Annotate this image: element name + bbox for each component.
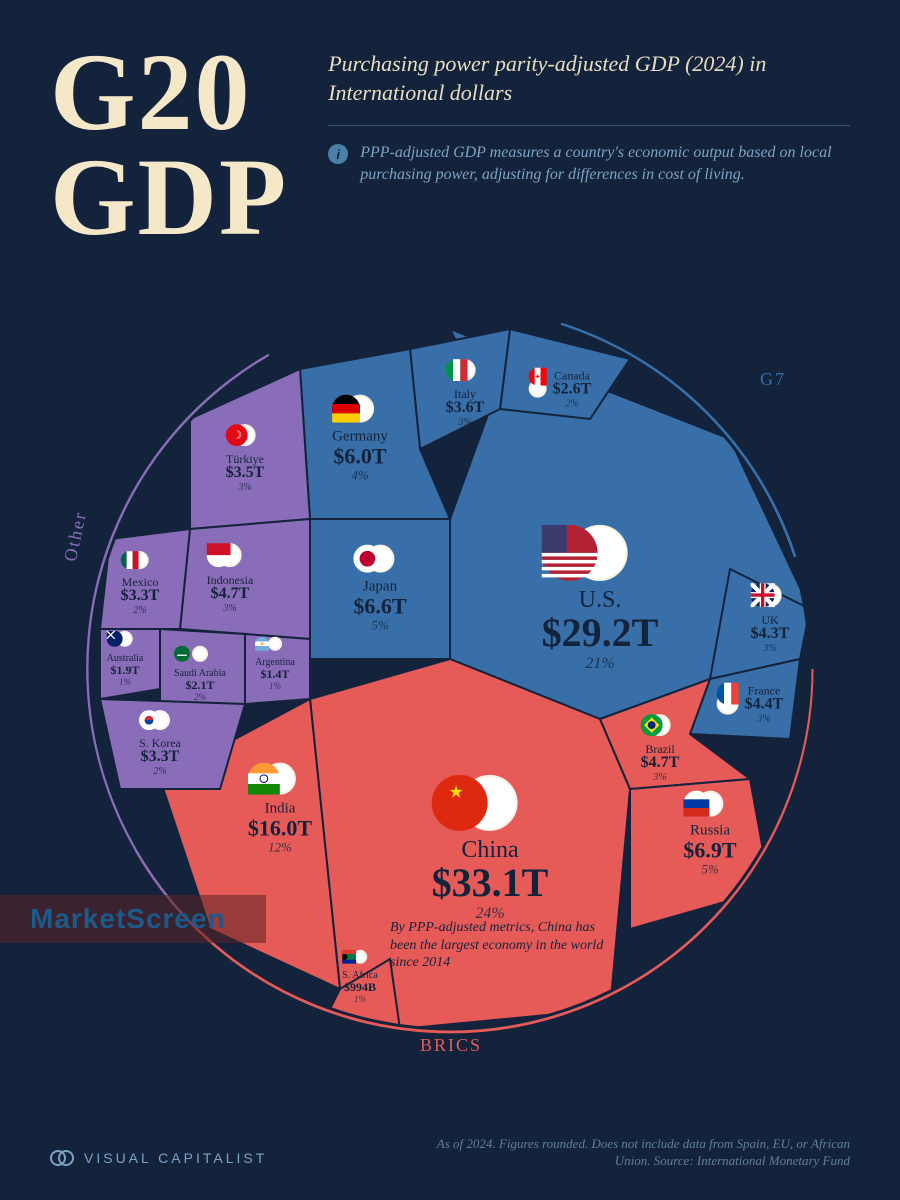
- footnote: As of 2024. Figures rounded. Does not in…: [400, 1136, 850, 1170]
- info-text: PPP-adjusted GDP measures a country's ec…: [360, 142, 850, 185]
- title-line-2: GDP: [50, 145, 288, 250]
- subtitle: Purchasing power parity-adjusted GDP (20…: [328, 50, 850, 126]
- cell-australia: [100, 629, 160, 699]
- info-row: i PPP-adjusted GDP measures a country's …: [328, 142, 850, 185]
- title-line-1: G20: [50, 40, 288, 145]
- info-icon: i: [328, 144, 348, 164]
- cell-indonesia: [180, 519, 310, 639]
- brand-text: VISUAL CAPITALIST: [84, 1150, 267, 1166]
- cell-skorea: [100, 699, 245, 789]
- label-brics: BRICS: [420, 1035, 482, 1056]
- china-annotation: By PPP-adjusted metrics, China has been …: [390, 919, 620, 972]
- cell-turkiye: [190, 369, 310, 529]
- header-right: Purchasing power parity-adjusted GDP (20…: [328, 40, 850, 249]
- cell-china: [310, 659, 630, 1029]
- footer: VISUAL CAPITALIST As of 2024. Figures ro…: [50, 1136, 850, 1170]
- brand-icon: [50, 1146, 74, 1170]
- main-title: G20 GDP: [50, 40, 288, 249]
- brand: VISUAL CAPITALIST: [50, 1146, 267, 1170]
- watermark: MarketScreen: [0, 895, 266, 943]
- cell-argentina: [245, 634, 310, 704]
- cell-saudi: [160, 629, 245, 709]
- cell-russia: [630, 779, 770, 929]
- header: G20 GDP Purchasing power parity-adjusted…: [0, 0, 900, 269]
- cell-japan: [310, 519, 450, 659]
- label-g7: G7: [760, 369, 786, 390]
